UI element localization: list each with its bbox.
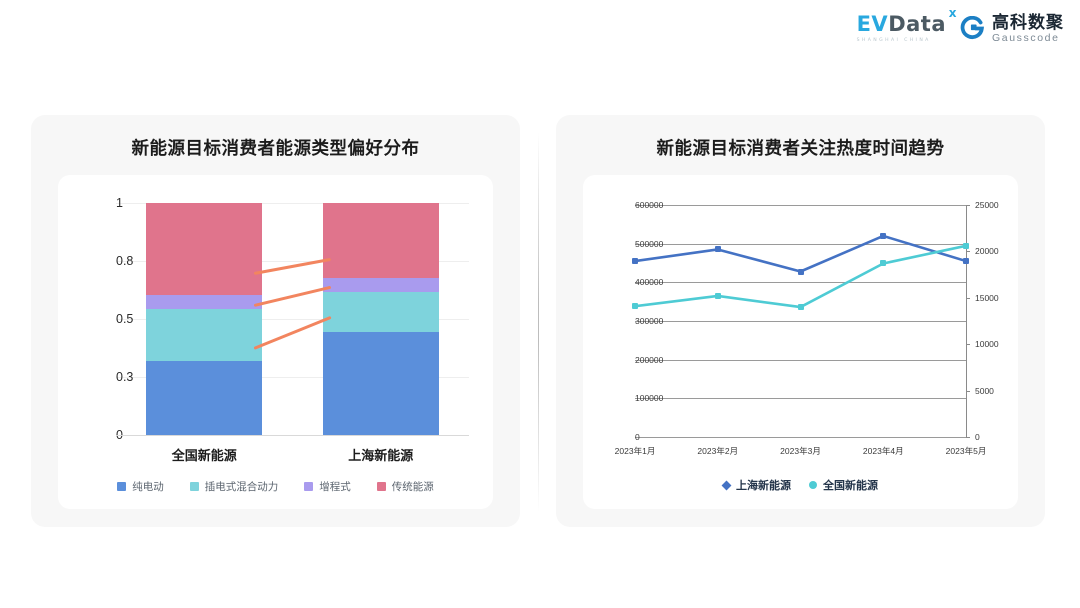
legend-item[interactable]: 全国新能源 bbox=[809, 477, 878, 493]
right-y-axis-tick bbox=[966, 437, 970, 438]
gridline bbox=[116, 261, 469, 262]
legend-marker bbox=[721, 480, 732, 490]
gridline bbox=[635, 437, 966, 438]
legend-marker bbox=[809, 481, 817, 489]
legend-swatch bbox=[304, 482, 314, 491]
gridline bbox=[635, 205, 966, 206]
legend-label: 传统能源 bbox=[391, 481, 434, 493]
legend-label: 上海新能源 bbox=[736, 480, 791, 492]
chart-card-line: 0100000200000300000400000500000600000050… bbox=[583, 175, 1018, 509]
right-y-axis-tick-label: 0 bbox=[975, 432, 980, 442]
right-y-axis-tick bbox=[966, 390, 970, 392]
x-axis-tick-label: 2023年2月 bbox=[697, 446, 739, 456]
x-axis-tick-label: 2023年5月 bbox=[945, 446, 987, 456]
page-title-right: 新能源目标消费者关注热度时间趋势 bbox=[656, 138, 945, 158]
panel-divider bbox=[538, 132, 539, 512]
data-point-marker[interactable] bbox=[880, 260, 887, 267]
right-y-axis-tick bbox=[966, 251, 970, 253]
line-chart-legend: 上海新能源 全国新能源 bbox=[583, 477, 1018, 493]
panel-attention-trend: 新能源目标消费者关注热度时间趋势 01000002000003000004000… bbox=[556, 115, 1045, 527]
legend-label: 插电式混合动力 bbox=[204, 481, 279, 493]
data-point-marker[interactable] bbox=[797, 268, 804, 275]
legend-swatch bbox=[376, 482, 386, 491]
gridline bbox=[635, 398, 966, 400]
gridline bbox=[116, 203, 469, 204]
bar-segment[interactable] bbox=[146, 361, 263, 435]
connector-eerev bbox=[253, 285, 332, 307]
right-y-axis-tick-label: 15000 bbox=[975, 292, 999, 303]
line-series-layer bbox=[633, 234, 968, 309]
data-point-marker[interactable] bbox=[714, 292, 721, 299]
evdata-logo: EVData x SHANGHAI CHINA bbox=[856, 7, 957, 44]
bar-chart-plot-area: 00.30.50.81全国新能源上海新能源 bbox=[58, 175, 493, 509]
gausscode-name-cn: 高科数聚 bbox=[992, 13, 1064, 32]
evdata-wordmark: EVData x bbox=[856, 7, 957, 37]
bar-segment[interactable] bbox=[146, 294, 263, 310]
data-point-marker[interactable] bbox=[714, 246, 721, 253]
legend-item[interactable]: 插电式混合动力 bbox=[189, 479, 279, 494]
panel-energy-preference: 新能源目标消费者能源类型偏好分布 00.30.50.81全国新能源上海新能源 纯… bbox=[31, 115, 520, 527]
evdata-word-primary: EV bbox=[856, 12, 889, 37]
gausscode-name-en: Gausscode bbox=[992, 32, 1060, 44]
line-series[interactable] bbox=[633, 234, 968, 273]
legend-label: 增程式 bbox=[319, 481, 351, 493]
legend-item[interactable]: 纯电动 bbox=[117, 479, 164, 494]
x-axis-category-label: 上海新能源 bbox=[348, 448, 414, 463]
gridline bbox=[635, 243, 966, 245]
data-point-marker[interactable] bbox=[963, 258, 969, 265]
right-y-axis-tick bbox=[966, 297, 970, 299]
gridline bbox=[116, 377, 469, 378]
legend-item[interactable]: 增程式 bbox=[304, 479, 351, 494]
data-point-marker[interactable] bbox=[797, 304, 804, 311]
gridline bbox=[635, 359, 966, 361]
x-axis-tick-label: 2023年1月 bbox=[614, 446, 656, 456]
stacked-bar[interactable] bbox=[146, 203, 263, 435]
right-y-axis-tick-label: 20000 bbox=[975, 246, 999, 257]
brand-logo-bar: EVData x SHANGHAI CHINA 高科数聚 Gausscode bbox=[856, 7, 1064, 44]
right-y-axis-tick-label: 10000 bbox=[975, 339, 999, 350]
data-point-marker[interactable] bbox=[880, 232, 887, 239]
bar-segment[interactable] bbox=[322, 291, 439, 333]
evdata-word-secondary: Data bbox=[888, 12, 946, 37]
gausscode-logo: 高科数聚 Gausscode bbox=[960, 14, 1064, 44]
evdata-superscript: x bbox=[948, 6, 957, 21]
bar-segment[interactable] bbox=[322, 332, 439, 435]
x-axis-category-label: 全国新能源 bbox=[171, 448, 237, 463]
right-y-axis-tick bbox=[966, 344, 970, 346]
right-y-axis-tick-label: 5000 bbox=[975, 385, 994, 396]
connector-phev bbox=[253, 315, 332, 350]
gridline bbox=[116, 319, 469, 320]
gridline bbox=[635, 282, 966, 284]
bar-segment[interactable] bbox=[322, 278, 439, 292]
gridline bbox=[635, 321, 966, 322]
right-y-axis-tick-label: 25000 bbox=[975, 200, 999, 210]
gausscode-mark-icon bbox=[960, 16, 984, 40]
legend-swatch bbox=[117, 482, 127, 491]
x-axis-tick-label: 2023年4月 bbox=[862, 446, 904, 456]
right-y-axis-tick bbox=[966, 205, 970, 206]
evdata-subtitle: SHANGHAI CHINA bbox=[856, 38, 931, 44]
data-point-marker[interactable] bbox=[632, 303, 638, 310]
data-point-marker[interactable] bbox=[632, 258, 638, 265]
data-point-marker[interactable] bbox=[963, 242, 969, 249]
stacked-bar[interactable] bbox=[322, 203, 439, 435]
legend-label: 全国新能源 bbox=[823, 480, 878, 492]
right-y-axis-line bbox=[966, 205, 967, 437]
legend-label: 纯电动 bbox=[132, 481, 164, 493]
bar-segment[interactable] bbox=[146, 309, 263, 362]
line-chart-plot-area: 0100000200000300000400000500000600000050… bbox=[583, 175, 1018, 509]
bar-chart-legend: 纯电动 插电式混合动力 增程式 传统能源 bbox=[58, 479, 493, 494]
legend-item[interactable]: 上海新能源 bbox=[721, 477, 791, 493]
x-axis-tick-label: 2023年3月 bbox=[780, 446, 821, 456]
x-axis-line bbox=[116, 435, 469, 436]
legend-item[interactable]: 传统能源 bbox=[376, 479, 434, 494]
legend-swatch bbox=[189, 482, 199, 491]
page-title-left: 新能源目标消费者能源类型偏好分布 bbox=[131, 138, 420, 158]
bar-segment[interactable] bbox=[146, 203, 263, 295]
bar-segment[interactable] bbox=[322, 203, 439, 279]
